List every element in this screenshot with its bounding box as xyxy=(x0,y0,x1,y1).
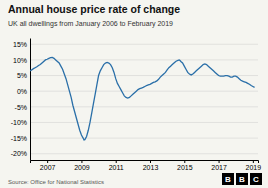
y-tick: -15% xyxy=(11,135,30,142)
y-tick-label: -15% xyxy=(11,135,27,142)
x-tick-mark xyxy=(116,160,117,163)
x-tick: 2015 xyxy=(177,160,193,171)
x-tick-mark xyxy=(150,160,151,163)
y-tick: 5% xyxy=(17,72,30,79)
logo-box xyxy=(250,173,262,185)
grid-line xyxy=(30,153,258,154)
x-tick-label: 2013 xyxy=(143,164,159,171)
logo: BBC xyxy=(222,173,262,185)
y-tick-label: -20% xyxy=(11,150,27,157)
x-tick-mark xyxy=(47,160,48,163)
grid-line xyxy=(30,91,258,92)
y-tick: -5% xyxy=(15,104,30,111)
grid-line xyxy=(30,44,258,45)
grid xyxy=(30,44,258,153)
x-tick: 2007 xyxy=(40,160,56,171)
x-tick: 2013 xyxy=(143,160,159,171)
y-tick-label: -10% xyxy=(11,119,27,126)
logo-letter: C xyxy=(253,175,259,184)
logo-box xyxy=(222,173,234,185)
line xyxy=(30,57,255,140)
grid-line xyxy=(30,122,258,123)
x-tick: 2009 xyxy=(74,160,90,171)
y-tick: 0% xyxy=(17,88,30,95)
y-tick: -20% xyxy=(11,150,30,157)
y-axis: -20% -15% -10% -5% 0% 5% 10% 15% xyxy=(11,39,31,161)
y-tick: 10% xyxy=(13,57,30,64)
logo-letter: B xyxy=(225,175,231,184)
y-tick-label: 10% xyxy=(13,57,27,64)
x-tick: 2011 xyxy=(109,160,124,171)
x-tick: 2019 xyxy=(246,160,262,171)
x-tick-mark xyxy=(81,160,82,163)
x-tick-label: 2009 xyxy=(74,164,90,171)
grid-line xyxy=(30,59,258,60)
x-tick: 2017 xyxy=(211,160,227,171)
x-tick-label: 2019 xyxy=(246,164,262,171)
background xyxy=(0,0,268,188)
logo-box xyxy=(236,173,248,185)
y-tick: -10% xyxy=(11,119,30,126)
logo-letter: B xyxy=(239,175,245,184)
x-tick-mark xyxy=(184,160,185,163)
y-tick-label: 15% xyxy=(13,41,27,48)
source: Source: Office for National Statistics xyxy=(8,179,104,185)
y-tick-label: -5% xyxy=(15,104,27,111)
y-axis-line xyxy=(30,39,31,161)
plot: -20% -15% -10% -5% 0% 5% 10% 15% 2007 2009 2011 201… xyxy=(11,39,262,171)
y-tick: 15% xyxy=(13,41,30,48)
y-tick-label: 5% xyxy=(17,72,27,79)
x-tick-label: 2017 xyxy=(211,164,227,171)
x-tick-label: 2015 xyxy=(177,164,193,171)
y-tick-label: 0% xyxy=(17,88,27,95)
x-axis-line xyxy=(31,161,259,164)
x-axis: 2007 2009 2011 2013 2015 2017 2019 xyxy=(31,160,262,171)
chart: Annual house price rate of change UK all … xyxy=(0,0,268,188)
grid-line xyxy=(30,138,258,139)
x-tick-label: 2007 xyxy=(40,164,56,171)
x-tick-label: 2011 xyxy=(109,164,124,171)
lines xyxy=(30,57,255,140)
subtitle: UK all dwellings from January 2006 to Fe… xyxy=(8,20,173,28)
title: Annual house price rate of change xyxy=(8,3,180,15)
x-tick-mark xyxy=(219,160,220,163)
grid-line xyxy=(30,106,258,107)
x-tick-mark xyxy=(253,160,254,163)
